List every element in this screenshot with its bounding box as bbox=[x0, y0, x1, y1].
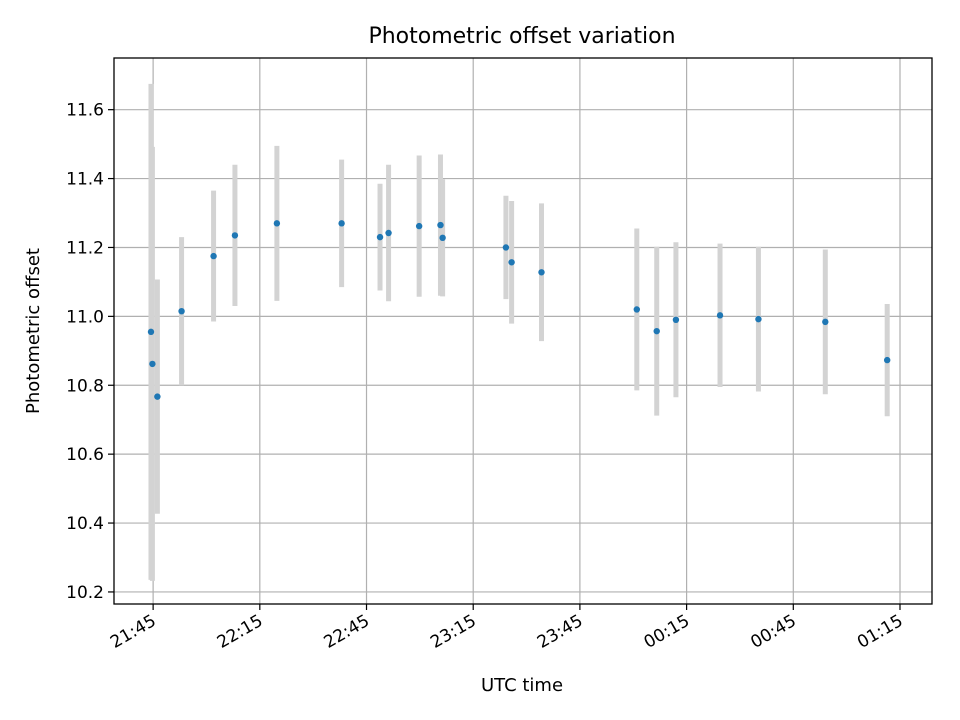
data-point bbox=[210, 252, 217, 260]
data-point bbox=[385, 229, 392, 237]
data-point bbox=[502, 244, 510, 251]
data-point bbox=[147, 328, 155, 336]
plot-frame bbox=[113, 57, 933, 605]
y-tick-label: 10.4 bbox=[66, 514, 104, 534]
y-tick-label: 10.2 bbox=[66, 583, 104, 603]
data-points bbox=[147, 220, 891, 400]
data-point bbox=[149, 360, 156, 368]
y-tick-label: 11.0 bbox=[66, 307, 104, 327]
y-tick-label: 10.6 bbox=[66, 445, 104, 465]
data-point bbox=[273, 220, 281, 227]
y-tick-label: 10.8 bbox=[66, 376, 104, 396]
data-point bbox=[716, 312, 724, 319]
data-point bbox=[376, 233, 384, 241]
data-point bbox=[338, 220, 345, 227]
x-axis-label: UTC time bbox=[481, 675, 563, 696]
data-point bbox=[633, 306, 641, 313]
grid-lines bbox=[114, 58, 932, 604]
data-point bbox=[231, 232, 239, 239]
data-point bbox=[415, 222, 423, 230]
data-point bbox=[755, 315, 762, 323]
data-point bbox=[508, 259, 515, 266]
chart-title: Photometric offset variation bbox=[368, 24, 675, 49]
data-point bbox=[822, 318, 829, 326]
data-point bbox=[653, 327, 660, 335]
y-axis-label: Photometric offset bbox=[23, 248, 44, 414]
data-point bbox=[883, 356, 891, 364]
data-point bbox=[154, 393, 161, 400]
data-point bbox=[178, 307, 185, 315]
y-axis-ticks: 10.2 10.4 10.6 10.8 11.0 11.2 11.4 11.6 bbox=[66, 101, 114, 603]
y-tick-label: 11.4 bbox=[66, 170, 104, 190]
data-point bbox=[538, 269, 545, 276]
data-point bbox=[439, 234, 446, 242]
y-tick-label: 11.6 bbox=[66, 101, 104, 121]
y-tick-label: 11.2 bbox=[66, 238, 104, 258]
data-point bbox=[672, 316, 680, 324]
data-point bbox=[437, 221, 444, 229]
